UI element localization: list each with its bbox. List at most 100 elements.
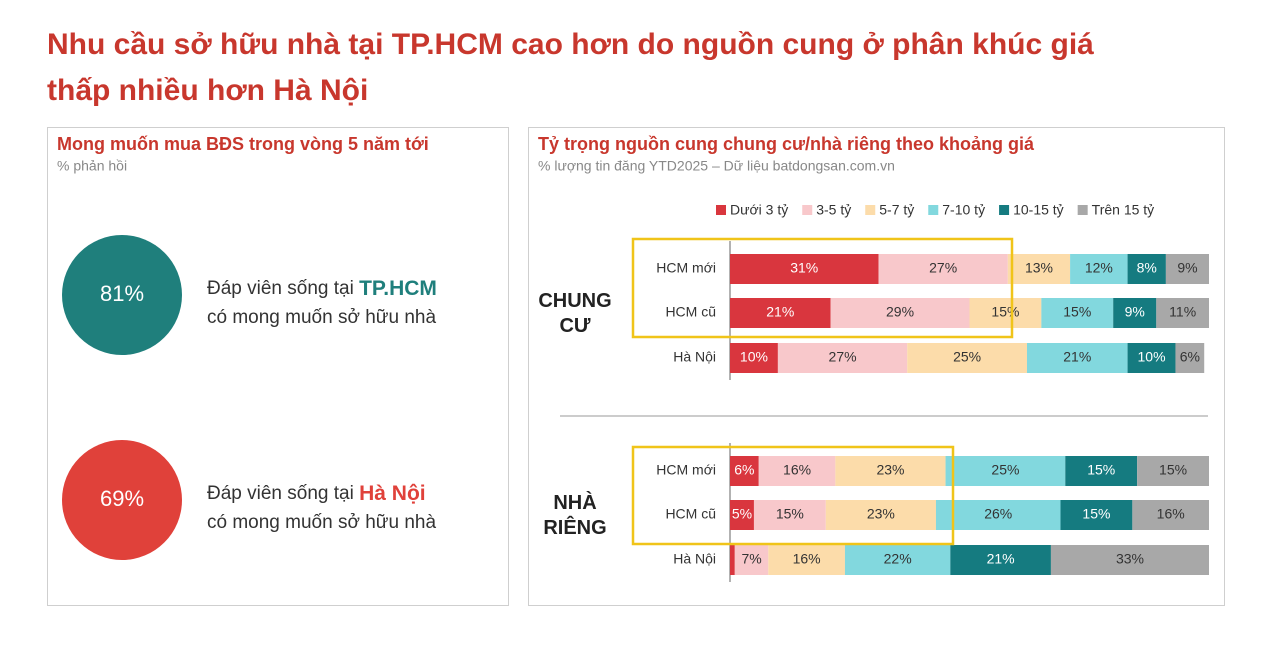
bar-segment: [1065, 456, 1138, 486]
highlight-box: [631, 237, 1014, 339]
bar-segment: [1137, 456, 1209, 486]
bar-segment: [945, 456, 1066, 486]
bar-segment: [734, 545, 769, 575]
stat-text: Đáp viên sống tại: [207, 483, 354, 504]
bar-segment: [1165, 254, 1209, 284]
value-label: 21%: [766, 304, 794, 320]
legend-swatch: [928, 205, 939, 215]
value-label: 21%: [1063, 349, 1091, 365]
bar-segment: [730, 500, 754, 530]
bar-segment: [830, 298, 970, 328]
bar-segment: [1127, 254, 1166, 284]
value-label: 12%: [1085, 260, 1113, 276]
stat-line: Đáp viên sống tại TP.HCM: [207, 277, 437, 300]
bar-segment: [825, 500, 936, 530]
legend-swatch: [802, 205, 813, 215]
bar-segment: [1026, 343, 1128, 373]
value-label: 5%: [732, 506, 752, 522]
bar-segment: [730, 343, 778, 373]
value-label: 26%: [984, 506, 1012, 522]
bar-segment: [935, 500, 1061, 530]
value-label: 13%: [1025, 260, 1053, 276]
legend-label: Trên 15 tỷ: [1092, 202, 1155, 218]
bar-segment: [1156, 298, 1209, 328]
value-label: 7%: [741, 551, 761, 567]
legend-label: 3-5 tỷ: [816, 202, 851, 218]
bar-segment: [878, 254, 1008, 284]
bar-segment: [1127, 343, 1176, 373]
bar-segment: [758, 456, 836, 486]
value-label: 15%: [991, 304, 1019, 320]
category-label: HCM mới: [656, 462, 716, 478]
bar-segment: [768, 545, 845, 575]
value-label: 16%: [783, 462, 811, 478]
bar-segment: [1132, 500, 1209, 530]
legend-swatch: [716, 205, 726, 215]
bar-segment: [844, 545, 951, 575]
value-label: 33%: [1116, 551, 1144, 567]
legend-swatch: [1077, 205, 1088, 215]
value-label: 23%: [867, 506, 895, 522]
legend-swatch: [865, 205, 876, 215]
value-label: 27%: [829, 349, 857, 365]
value-label: 25%: [953, 349, 981, 365]
stat-line: có mong muốn sở hữu nhà: [207, 307, 436, 328]
panel-title: Mong muốn mua BĐS trong vòng 5 năm tới: [57, 134, 429, 154]
bar-segment: [730, 545, 735, 575]
value-label: 15%: [1063, 304, 1091, 320]
group-label: CHUNG CƯ: [538, 290, 612, 337]
bar-segment: [1113, 298, 1157, 328]
stat-circle: [62, 235, 182, 355]
stat-line: Đáp viên sống tại Hà Nội: [207, 482, 426, 505]
category-label: HCM mới: [656, 260, 716, 276]
stat-highlight: Hà Nội: [359, 482, 426, 505]
left-panel: [47, 127, 509, 606]
value-label: 6%: [1180, 349, 1200, 365]
stat-value: 81%: [100, 281, 144, 306]
category-label: HCM cũ: [665, 506, 716, 522]
bar-segment: [907, 343, 1027, 373]
value-label: 21%: [987, 551, 1015, 567]
bar-segment: [969, 298, 1042, 328]
bar-segment: [1041, 298, 1114, 328]
value-label: 25%: [991, 462, 1019, 478]
value-label: 10%: [1138, 349, 1166, 365]
category-label: Hà Nội: [673, 551, 716, 567]
stat-highlight: TP.HCM: [359, 277, 437, 300]
value-label: 11%: [1169, 304, 1196, 320]
value-label: 15%: [1082, 506, 1110, 522]
value-label: 15%: [1159, 462, 1187, 478]
legend-label: 7-10 tỷ: [942, 202, 985, 218]
chart-subtitle: % lượng tin đăng YTD2025 – Dữ liệu batdo…: [538, 158, 895, 174]
group-label: NHÀ RIÊNG: [543, 492, 607, 539]
group-label-box: NHÀ RIÊNG: [543, 492, 607, 539]
page-title: Nhu cầu sở hữu nhà tại TP.HCM cao hơn do…: [47, 28, 1094, 107]
bar-segment: [1007, 254, 1071, 284]
stat-circle: [62, 440, 182, 560]
bar-segment: [950, 545, 1051, 575]
value-label: 9%: [1177, 260, 1197, 276]
value-label: 22%: [884, 551, 912, 567]
bar-segment: [1050, 545, 1209, 575]
value-label: 15%: [1087, 462, 1115, 478]
category-label: HCM cũ: [665, 304, 716, 320]
value-label: 23%: [876, 462, 904, 478]
bar-segment: [1070, 254, 1128, 284]
stat-value: 69%: [100, 486, 144, 511]
legend-label: 5-7 tỷ: [879, 202, 914, 218]
value-label: 9%: [1125, 304, 1145, 320]
bar-segment: [1060, 500, 1133, 530]
value-label: 31%: [790, 260, 818, 276]
legend-label: Dưới 3 tỷ: [730, 202, 788, 218]
legend-label: 10-15 tỷ: [1013, 202, 1064, 218]
category-label: Hà Nội: [673, 349, 716, 365]
value-label: 29%: [886, 304, 914, 320]
bar-segment: [730, 456, 759, 486]
value-label: 8%: [1137, 260, 1157, 276]
value-label: 27%: [929, 260, 957, 276]
bar-segment: [730, 254, 879, 284]
bar-segment: [1175, 343, 1205, 373]
chart-title: Tỷ trọng nguồn cung chung cư/nhà riêng t…: [538, 134, 1035, 154]
